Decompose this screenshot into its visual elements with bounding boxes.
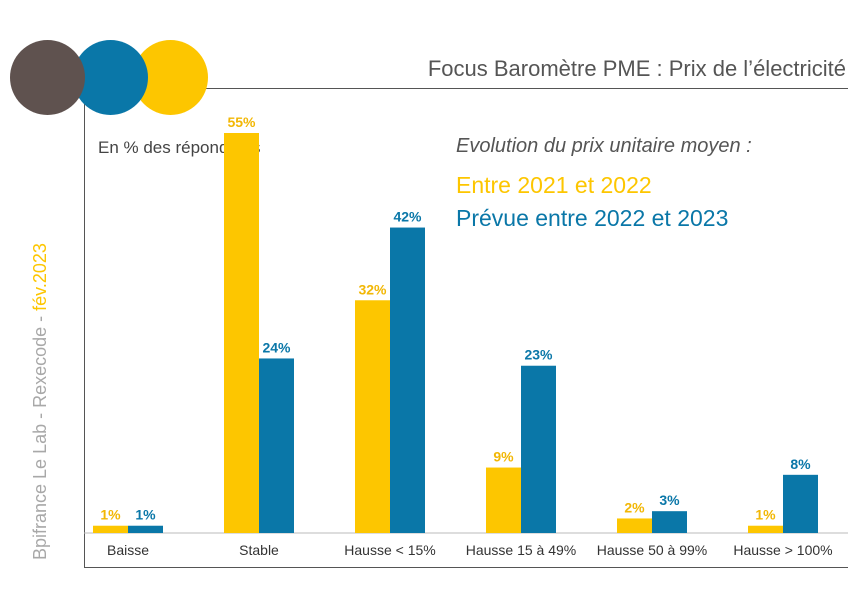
bar-1-0 (93, 525, 128, 533)
data-label-1-4: 2% (624, 499, 645, 515)
chart-subtitle: En % des répondants (98, 138, 261, 157)
x-tick-label: Hausse < 15% (344, 542, 435, 558)
bar-1-4 (617, 518, 652, 533)
bar-2-0 (128, 525, 163, 533)
bar-1-2 (355, 300, 390, 533)
x-tick-label: Stable (239, 542, 279, 558)
legend-series-2: Prévue entre 2022 et 2023 (456, 205, 729, 231)
legend-series-1: Entre 2021 et 2022 (456, 172, 652, 198)
bar-1-5 (748, 525, 783, 533)
x-tick-label: Hausse 15 à 49% (466, 542, 577, 558)
data-label-2-1: 24% (262, 339, 291, 355)
page-title: Focus Baromètre PME : Prix de l’électric… (427, 56, 846, 81)
x-tick-label: Baisse (107, 542, 149, 558)
bar-2-4 (652, 511, 687, 533)
data-label-2-0: 1% (135, 507, 156, 523)
logo-circle-blue (73, 40, 148, 115)
data-label-1-2: 32% (358, 281, 387, 297)
bar-2-3 (521, 365, 556, 533)
x-tick-label: Hausse 50 à 99% (597, 542, 708, 558)
logo-circle-brown (10, 40, 85, 115)
bar-2-1 (259, 358, 294, 533)
data-label-1-3: 9% (493, 449, 514, 465)
data-label-1-1: 55% (227, 114, 256, 130)
legend-title: Evolution du prix unitaire moyen : (456, 135, 752, 157)
data-label-2-3: 23% (524, 347, 553, 363)
x-tick-label: Hausse > 100% (733, 542, 832, 558)
bar-2-5 (783, 474, 818, 533)
data-label-2-4: 3% (659, 492, 680, 508)
data-label-2-5: 8% (790, 456, 811, 472)
bar-1-3 (486, 467, 521, 533)
bar-2-2 (390, 227, 425, 533)
bar-1-1 (224, 133, 259, 533)
data-label-2-2: 42% (393, 209, 422, 225)
data-label-1-5: 1% (755, 507, 776, 523)
chart-frame (84, 88, 848, 568)
data-label-1-0: 1% (100, 507, 121, 523)
